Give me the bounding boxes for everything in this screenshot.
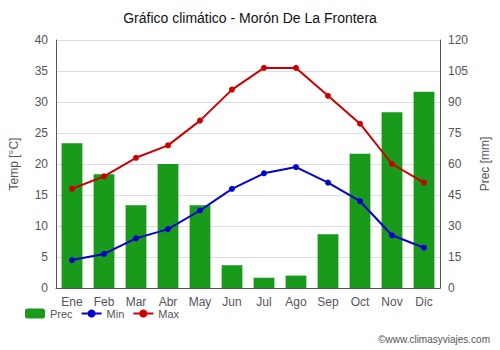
svg-text:10: 10 (35, 219, 49, 233)
svg-text:Max: Max (158, 308, 179, 320)
svg-text:Mar: Mar (126, 295, 147, 309)
svg-text:Jul: Jul (256, 295, 271, 309)
svg-text:30: 30 (35, 95, 49, 109)
svg-text:15: 15 (448, 250, 462, 264)
svg-text:0: 0 (41, 281, 48, 295)
svg-text:105: 105 (448, 64, 468, 78)
svg-text:75: 75 (448, 126, 462, 140)
svg-text:Dic: Dic (415, 295, 432, 309)
svg-text:20: 20 (35, 157, 49, 171)
svg-text:Ene: Ene (61, 295, 83, 309)
svg-text:35: 35 (35, 64, 49, 78)
svg-text:Prec: Prec (50, 308, 73, 320)
svg-text:Sep: Sep (317, 295, 339, 309)
svg-text:90: 90 (448, 95, 462, 109)
svg-text:Gráfico climático - Morón De L: Gráfico climático - Morón De La Frontera (123, 10, 377, 26)
svg-text:60: 60 (448, 157, 462, 171)
svg-text:120: 120 (448, 33, 468, 47)
svg-text:Abr: Abr (158, 295, 178, 309)
svg-text:Prec [mm]: Prec [mm] (478, 137, 492, 192)
svg-text:15: 15 (35, 188, 49, 202)
svg-text:40: 40 (35, 33, 49, 47)
svg-text:Min: Min (107, 308, 125, 320)
svg-text:Nov: Nov (381, 295, 402, 309)
svg-text:Feb: Feb (93, 295, 115, 309)
svg-text:30: 30 (448, 219, 462, 233)
svg-text:Jun: Jun (222, 295, 241, 309)
svg-text:©www.climasyviajes.com: ©www.climasyviajes.com (378, 334, 490, 345)
svg-text:Oct: Oct (351, 295, 370, 309)
svg-text:Ago: Ago (285, 295, 307, 309)
svg-text:5: 5 (41, 250, 48, 264)
svg-text:0: 0 (448, 281, 455, 295)
svg-text:May: May (189, 295, 212, 309)
svg-text:25: 25 (35, 126, 49, 140)
svg-text:45: 45 (448, 188, 462, 202)
svg-text:Temp [°C]: Temp [°C] (7, 138, 21, 191)
